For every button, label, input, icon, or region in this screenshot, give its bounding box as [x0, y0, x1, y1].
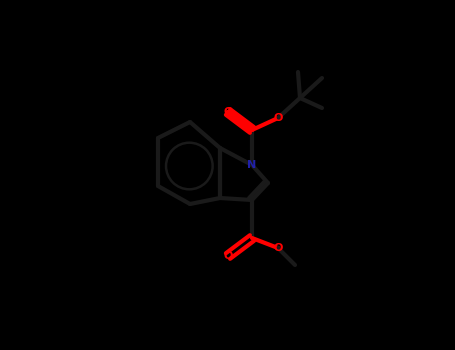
Text: O: O — [223, 251, 233, 261]
Text: N: N — [248, 160, 257, 170]
Text: O: O — [273, 243, 283, 253]
Text: O: O — [273, 113, 283, 123]
Text: O: O — [223, 107, 233, 117]
